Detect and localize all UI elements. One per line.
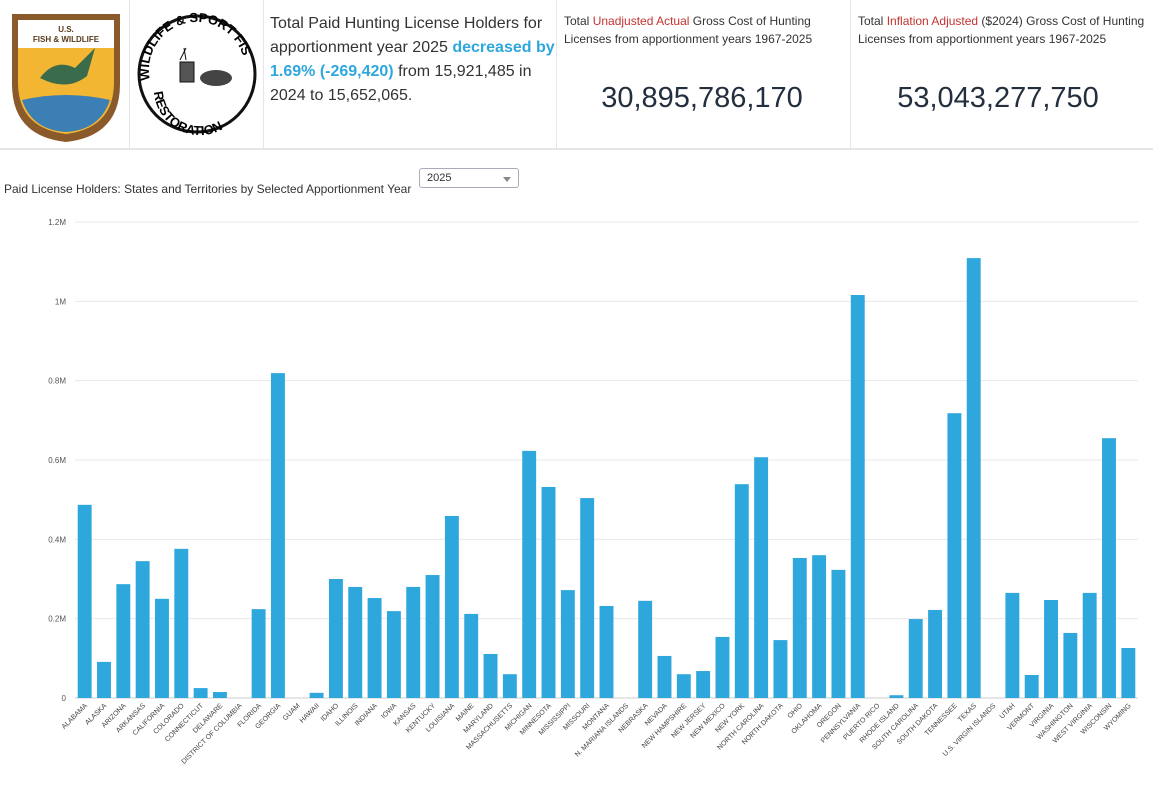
year-select-value: 2025 [427, 172, 452, 184]
bar [328, 579, 343, 698]
wsfr-logo: WILDLIFE & SPORT FISH RESTORATION [125, 0, 257, 138]
bar [1044, 600, 1058, 698]
bar [850, 294, 865, 698]
bar [270, 373, 285, 698]
kpi-header: U.S. FISH & WILDLIFE WILDLIFE & SPORT FI… [0, 0, 1153, 150]
kpi-highlight: decreased by 1.69% (-269,420) [270, 39, 555, 80]
bar [638, 600, 653, 698]
bar [348, 586, 363, 698]
bar [251, 609, 266, 698]
bar [522, 450, 537, 698]
kpi-line2: from 15,921,485 in 2024 to 15,652,065. [270, 63, 532, 104]
year-select[interactable]: 2025 [419, 168, 519, 188]
adjusted-card: Total Inflation Adjusted ($2024) Gross C… [851, 0, 1153, 148]
bar [135, 561, 150, 698]
bar [309, 692, 324, 698]
bar [908, 619, 923, 698]
bar [676, 674, 691, 698]
chevron-down-icon [503, 177, 511, 182]
bar [1102, 438, 1116, 698]
y-tick-label: 0 [62, 694, 67, 703]
kpi-line1: Total Paid Hunting License Holders for a… [270, 15, 543, 56]
bar [1082, 592, 1097, 698]
bar [541, 486, 556, 698]
x-tick-label: HAWAII [299, 702, 321, 724]
bar [657, 655, 672, 698]
adjusted-value: 53,043,277,750 [897, 82, 1099, 114]
x-tick-label: ALABAMA [61, 702, 90, 731]
svg-text:FISH & WILDLIFE: FISH & WILDLIFE [33, 35, 100, 44]
unadjusted-value: 30,895,786,170 [601, 82, 803, 114]
y-tick-label: 0.6M [48, 456, 66, 465]
svg-text:U.S.: U.S. [58, 25, 74, 34]
y-tick-label: 0.4M [48, 535, 66, 544]
bar [754, 457, 769, 698]
bar [386, 611, 401, 698]
unadjusted-title: Total Unadjusted Actual Gross Cost of Hu… [564, 14, 813, 46]
bar [116, 584, 131, 698]
bar [928, 609, 943, 698]
bar [1121, 648, 1136, 698]
fws-logo-cell: U.S. FISH & WILDLIFE [0, 0, 130, 148]
y-tick-label: 0.8M [48, 377, 66, 386]
bar [715, 636, 730, 698]
bar [464, 613, 479, 698]
bar [947, 413, 962, 698]
bar [580, 498, 595, 698]
bar [97, 661, 111, 698]
bar [502, 674, 517, 698]
bar [773, 640, 788, 698]
unadjusted-card: Total Unadjusted Actual Gross Cost of Hu… [557, 0, 851, 148]
bar [792, 557, 807, 698]
bar [599, 605, 614, 698]
bar [406, 586, 421, 698]
bar [77, 504, 92, 698]
license-change-text: Total Paid Hunting License Holders for a… [270, 12, 555, 108]
x-tick-label: IOWA [380, 702, 398, 720]
bar [367, 598, 382, 698]
bar [1063, 632, 1078, 698]
y-tick-label: 0.2M [48, 615, 66, 624]
bar [483, 653, 498, 698]
bar [889, 695, 904, 698]
bar [425, 575, 440, 698]
license-change-card [264, 0, 557, 148]
bar [696, 671, 711, 698]
adjusted-title: Total Inflation Adjusted ($2024) Gross C… [858, 14, 1145, 46]
bar [812, 555, 827, 698]
bar [560, 590, 575, 698]
chart-title: Paid License Holders: States and Territo… [4, 182, 412, 196]
y-tick-label: 1M [55, 297, 66, 306]
x-tick-label: UTAH [999, 702, 1017, 720]
wsfr-logo-cell: WILDLIFE & SPORT FISH RESTORATION [125, 0, 264, 148]
bar [174, 548, 189, 698]
bar [966, 258, 981, 698]
bar [212, 692, 227, 698]
fws-logo: U.S. FISH & WILDLIFE [12, 14, 120, 142]
bar [444, 515, 459, 698]
bar [1005, 592, 1020, 698]
bar [734, 484, 749, 698]
bar [831, 569, 846, 698]
bar [193, 688, 208, 698]
x-tick-label: OHIO [787, 702, 805, 720]
bar [1024, 674, 1039, 698]
bar [155, 598, 169, 698]
y-tick-label: 1.2M [48, 218, 66, 227]
